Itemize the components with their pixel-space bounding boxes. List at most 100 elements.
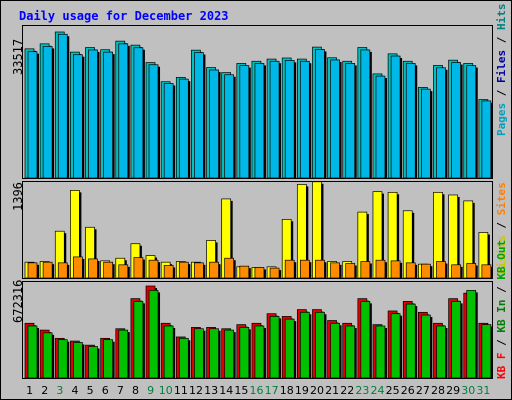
x-tick-label: 29 xyxy=(446,384,460,397)
x-tick-label: 16 xyxy=(250,384,264,397)
legend-separator: / xyxy=(495,83,508,103)
x-tick-label: 5 xyxy=(87,384,94,397)
x-axis: 1 2 3 4 5 6 7 8 9 10 11 12 13 14 15 16 17 18 19 20 21 22 23 24 2… xyxy=(26,384,490,397)
kbout-bar xyxy=(224,329,235,379)
x-tick-label: 17 xyxy=(265,384,279,397)
kbout-bar xyxy=(194,328,204,379)
sites-bar xyxy=(209,261,219,279)
x-tick-label: 11 xyxy=(174,384,188,397)
files-bar xyxy=(375,75,386,179)
sites-bar xyxy=(481,264,492,279)
x-tick-label: 23 xyxy=(355,384,369,397)
kbout-bar xyxy=(209,328,219,379)
sites-bar xyxy=(163,265,174,279)
bottom-legend: KB F / KB In / KB Out xyxy=(495,240,508,379)
kbytes-chart xyxy=(24,285,493,379)
x-tick-label: 28 xyxy=(431,384,445,397)
kbout-bar xyxy=(239,327,250,379)
x-tick-label: 30 xyxy=(461,384,475,397)
sites-bar xyxy=(375,259,386,279)
x-tick-label: 20 xyxy=(310,384,324,397)
files-bar xyxy=(345,63,356,179)
files-bar xyxy=(73,54,83,179)
legend-separator: / xyxy=(495,332,508,353)
files-bar xyxy=(284,60,295,179)
sites-bar xyxy=(451,264,461,279)
legend-item: Files xyxy=(495,49,508,83)
x-tick-label: 27 xyxy=(416,384,430,397)
files-bar xyxy=(163,83,174,179)
files-bar xyxy=(178,78,189,179)
files-bar xyxy=(194,52,204,179)
visits-sites-chart xyxy=(24,181,493,279)
kbout-bar xyxy=(466,290,477,379)
files-bar xyxy=(88,49,98,179)
kbout-bar xyxy=(405,303,416,379)
files-bar xyxy=(209,69,219,179)
kbout-bar xyxy=(178,337,189,379)
sites-bar xyxy=(360,261,371,279)
sites-bar xyxy=(133,257,144,279)
files-bar xyxy=(254,63,265,179)
x-tick-label: 13 xyxy=(204,384,218,397)
kbout-bar xyxy=(118,329,129,379)
files-bar xyxy=(360,49,371,179)
kbout-bar xyxy=(360,301,371,379)
chart-title: Daily usage for December 2023 xyxy=(19,9,229,23)
x-tick-label: 12 xyxy=(189,384,203,397)
kbout-bar xyxy=(103,339,113,379)
x-tick-label: 26 xyxy=(401,384,415,397)
sites-bar xyxy=(42,261,53,279)
kbout-bar xyxy=(345,325,356,379)
x-tick-label: 24 xyxy=(371,384,385,397)
kbout-bar xyxy=(421,314,431,379)
files-bar xyxy=(436,67,446,179)
sites-bar xyxy=(466,263,477,279)
kbout-bar xyxy=(299,311,310,379)
kbytes-panel xyxy=(22,281,493,379)
files-bar xyxy=(269,60,280,179)
files-bar xyxy=(390,55,401,179)
kbout-bar xyxy=(284,318,295,379)
x-tick-label: 8 xyxy=(132,384,139,397)
sites-bar xyxy=(254,267,265,279)
sites-bar xyxy=(390,260,401,279)
files-bar xyxy=(299,60,310,179)
sites-bar xyxy=(194,262,204,279)
legend-separator: / xyxy=(495,30,508,50)
files-bar xyxy=(421,88,431,179)
sites-bar xyxy=(405,262,416,279)
sites-bar xyxy=(73,256,83,279)
x-tick-label: 9 xyxy=(147,384,154,397)
visits-sites-panel xyxy=(22,181,493,279)
kbout-bar xyxy=(451,301,461,379)
kbout-bar xyxy=(481,324,492,379)
legend-item: Pages xyxy=(495,102,508,136)
files-bar xyxy=(224,74,235,179)
x-tick-label: 18 xyxy=(280,384,294,397)
x-tick-label: 2 xyxy=(41,384,48,397)
sites-bar xyxy=(330,262,340,279)
hits-files-panel xyxy=(22,25,493,179)
sites-bar xyxy=(299,259,310,279)
files-bar xyxy=(42,46,53,179)
x-tick-label: 14 xyxy=(219,384,233,397)
legend-item: Sites xyxy=(495,182,508,216)
files-bar xyxy=(451,62,461,179)
x-tick-label: 15 xyxy=(234,384,248,397)
kbout-bar xyxy=(27,325,38,379)
kbout-bar xyxy=(269,316,280,379)
x-tick-label: 25 xyxy=(386,384,400,397)
files-bar xyxy=(118,43,129,179)
files-bar xyxy=(148,64,159,179)
x-tick-label: 1 xyxy=(26,384,33,397)
top-legend: Pages / Files / Hits xyxy=(495,4,508,137)
x-tick-label: 10 xyxy=(159,384,173,397)
files-bar xyxy=(133,47,144,179)
kbout-bar xyxy=(436,325,446,379)
kbout-bar xyxy=(315,311,325,379)
sites-bar xyxy=(103,261,113,279)
files-bar xyxy=(57,33,68,179)
files-bar xyxy=(239,65,250,179)
